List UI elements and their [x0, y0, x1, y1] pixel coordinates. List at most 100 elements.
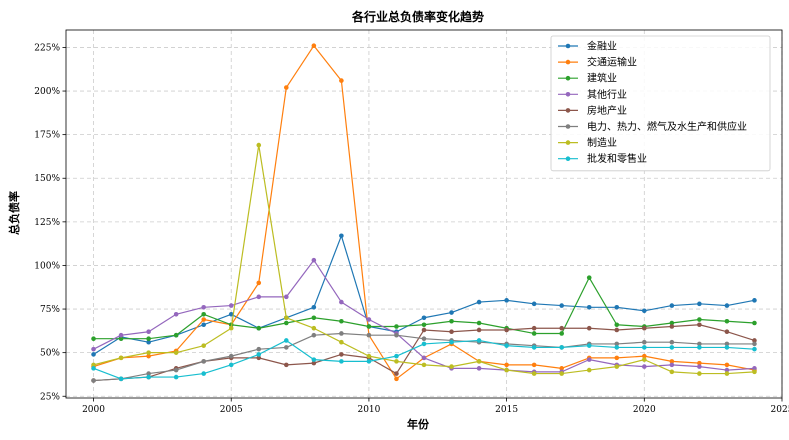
data-point [284, 85, 289, 90]
data-point [173, 332, 179, 338]
data-point [228, 362, 234, 368]
legend-swatch-marker [565, 43, 571, 49]
y-tick-label: 200% [34, 87, 60, 97]
data-point [642, 345, 647, 350]
y-tick-label: 125% [34, 218, 60, 228]
data-point [146, 353, 151, 359]
data-point [697, 322, 702, 328]
data-point [531, 325, 537, 331]
data-point [697, 301, 702, 307]
data-point [476, 359, 482, 364]
data-point [724, 367, 730, 373]
data-point [228, 311, 234, 317]
legend: 金融业交通运输业建筑业其他行业房地产业电力、热力、燃气及水生产和供应业制造业批发… [550, 35, 771, 172]
data-point [642, 357, 647, 362]
data-point [669, 362, 675, 368]
series-layer [91, 43, 757, 383]
series-6 [91, 142, 757, 376]
data-point [476, 327, 482, 333]
data-point [118, 336, 124, 342]
data-point [586, 305, 592, 310]
y-tick-label: 175% [34, 131, 60, 141]
legend-swatch-marker [565, 124, 571, 129]
data-point [449, 318, 454, 324]
data-point [449, 329, 454, 335]
y-tick-label: 150% [34, 174, 60, 184]
data-point [752, 341, 757, 347]
data-point [146, 336, 151, 342]
x-tick-label: 2005 [220, 405, 243, 415]
data-point [173, 374, 179, 380]
data-point [256, 352, 262, 357]
data-point [228, 303, 234, 308]
data-point [559, 345, 564, 350]
data-point [697, 360, 702, 366]
data-point [531, 371, 537, 376]
data-point [752, 346, 757, 352]
data-point [339, 339, 344, 345]
data-point [642, 325, 647, 331]
data-point [146, 374, 151, 380]
data-point [256, 142, 262, 148]
legend-label: 建筑业 [587, 72, 617, 85]
legend-swatch-marker [565, 108, 571, 113]
data-point [614, 327, 620, 333]
data-point [476, 320, 482, 326]
legend-label: 制造业 [587, 136, 617, 149]
data-point [173, 367, 179, 373]
data-point [559, 303, 564, 308]
data-point [669, 359, 675, 364]
data-point [586, 367, 592, 373]
data-point [449, 339, 454, 345]
data-point [173, 311, 179, 317]
y-tick-label: 25% [40, 392, 60, 402]
data-point [284, 315, 289, 321]
data-point [339, 359, 344, 364]
data-point [614, 305, 620, 310]
data-point [284, 294, 289, 300]
data-point [724, 345, 730, 350]
data-point [311, 305, 317, 310]
data-point [504, 298, 509, 303]
data-point [394, 376, 399, 382]
data-point [311, 325, 317, 331]
data-point [421, 341, 427, 347]
legend-label: 房地产业 [587, 104, 627, 117]
data-point [614, 341, 620, 347]
data-point [366, 317, 372, 322]
data-point [366, 359, 372, 364]
x-tick-label: 2015 [495, 405, 518, 415]
y-tick-label: 75% [40, 305, 60, 315]
data-point [614, 364, 620, 369]
data-point [421, 315, 427, 321]
data-point [421, 336, 427, 342]
y-axis-title: 总负债率 [7, 191, 21, 235]
data-point [669, 369, 675, 375]
data-point [421, 327, 427, 333]
data-point [91, 366, 96, 371]
data-point [724, 362, 730, 368]
y-tick-label: 50% [40, 349, 60, 359]
legend-swatch-marker [565, 59, 571, 65]
data-point [752, 369, 757, 375]
data-point [724, 318, 730, 324]
data-point [449, 364, 454, 369]
data-point [394, 332, 399, 338]
data-point [642, 308, 647, 314]
legend-item: 制造业 [558, 136, 617, 149]
data-point [118, 355, 124, 361]
data-point [504, 327, 509, 333]
data-point [91, 346, 96, 352]
data-point [91, 336, 96, 342]
data-point [697, 317, 702, 322]
data-point [201, 343, 206, 348]
data-point [284, 338, 289, 343]
data-point [201, 311, 206, 317]
data-point [339, 233, 344, 239]
series-7 [91, 338, 757, 382]
x-tick-label: 2010 [357, 405, 380, 415]
data-point [669, 320, 675, 326]
legend-label: 其他行业 [587, 88, 627, 101]
data-point [752, 320, 757, 326]
